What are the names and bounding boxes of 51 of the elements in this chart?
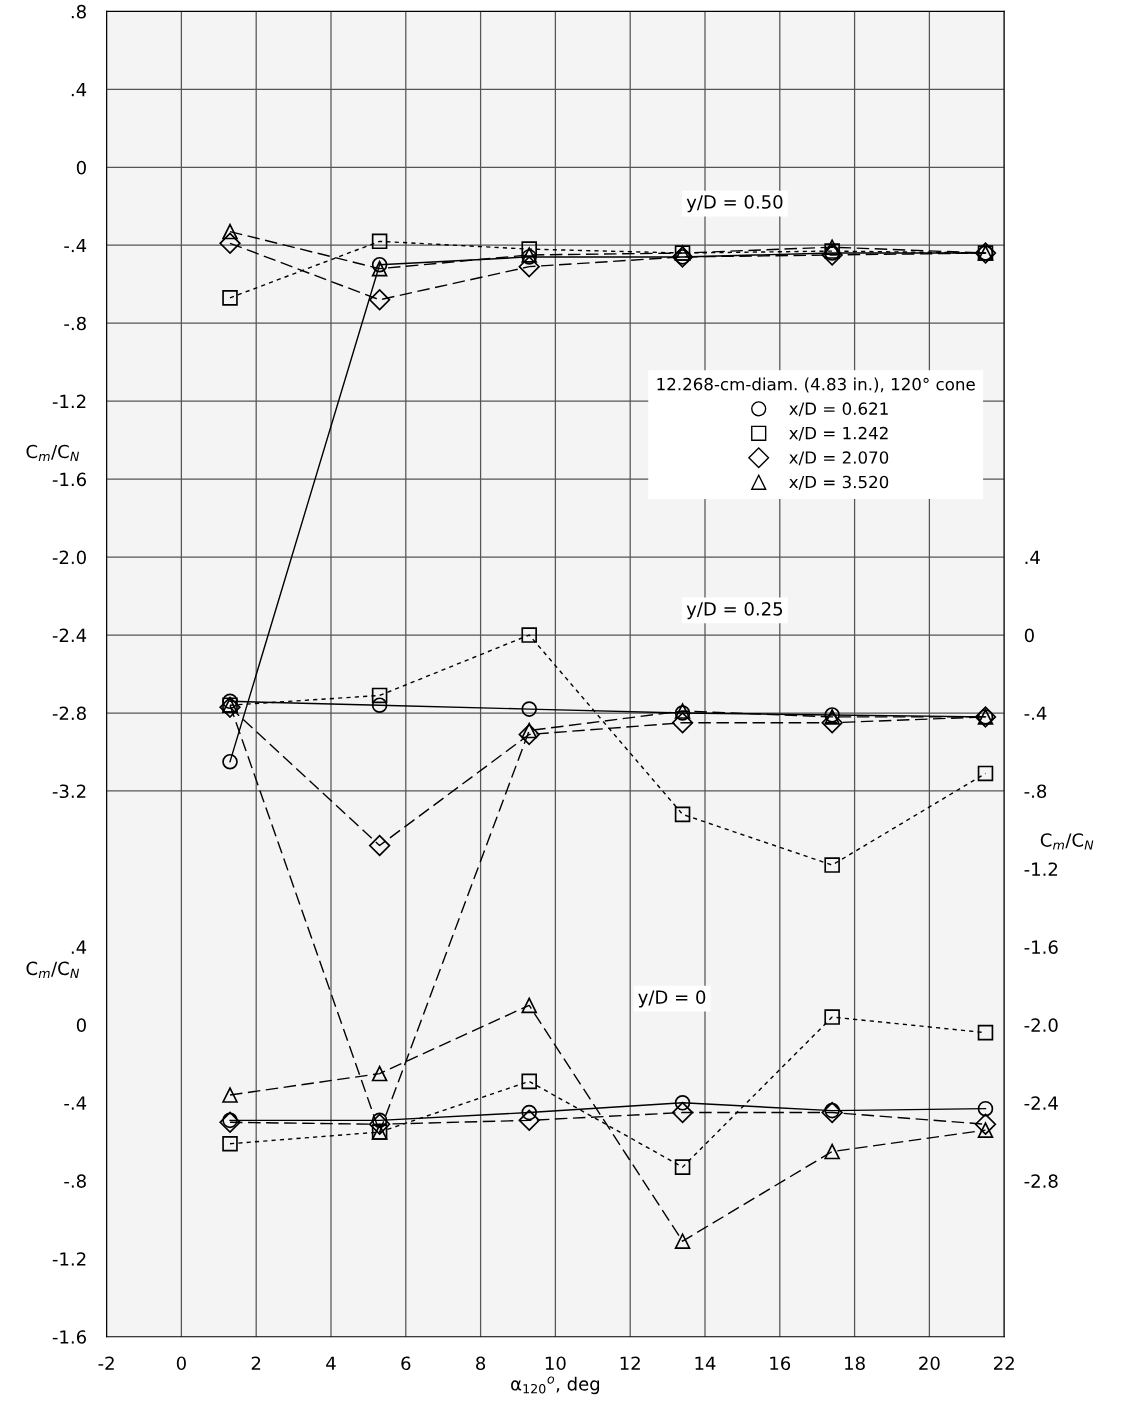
text: -.8 bbox=[1024, 784, 1047, 799]
x-tick-label: 20 bbox=[919, 1356, 940, 1371]
annotation: y/D = 0.25 bbox=[686, 601, 783, 620]
y-tick-label: -.4 bbox=[64, 1096, 87, 1110]
x-tick-label: 14 bbox=[695, 1356, 716, 1370]
x-tick-label: 4 bbox=[326, 1356, 336, 1370]
y-tick-label: -1.2 bbox=[52, 1252, 86, 1266]
text: 0 bbox=[1024, 628, 1034, 643]
y-tick-label: 0 bbox=[76, 1018, 86, 1032]
text: -2.8 bbox=[1024, 1174, 1058, 1188]
x-tick-label: 12 bbox=[620, 1356, 640, 1370]
y-tick-label: .4 bbox=[71, 83, 87, 97]
x-tick-label: 18 bbox=[845, 1356, 865, 1371]
y-tick-label: -1.6 bbox=[52, 472, 87, 487]
x-tick-label: 0 bbox=[176, 1356, 186, 1371]
x-tick-label: 6 bbox=[401, 1356, 411, 1371]
y-tick-label: -1.2 bbox=[52, 394, 86, 409]
y2-axis-title: C$_{m}$/C$_{N}$ bbox=[1040, 833, 1094, 850]
x-axis-title: α$_{120}$$^{o}$, deg bbox=[511, 1376, 600, 1395]
text: -.4 bbox=[1024, 706, 1047, 720]
y-tick-label: -.8 bbox=[64, 1174, 86, 1188]
legend-label: x/D = 0.621 bbox=[789, 402, 888, 417]
y-tick-label: .8 bbox=[71, 4, 86, 19]
x-tick-label: 2 bbox=[251, 1356, 261, 1370]
x-tick-label: 22 bbox=[994, 1356, 1014, 1370]
annotation: y/D = 0.50 bbox=[686, 195, 783, 213]
y-tick-label: -2.8 bbox=[52, 706, 86, 721]
legend-label: x/D = 1.242 bbox=[789, 426, 888, 441]
y-axis-title: C$_{m}$/C$_{N}$ bbox=[26, 444, 80, 462]
legend-title: 12.268-cm-diam. (4.83 in.), 120° cone bbox=[657, 377, 975, 393]
text: -2.4 bbox=[1024, 1096, 1058, 1110]
text: -1.6 bbox=[1024, 940, 1058, 955]
y-tick-label: -.4 bbox=[64, 238, 87, 253]
legend-label: x/D = 2.070 bbox=[789, 451, 889, 466]
y-axis-title: C$_{m}$/C$_{N}$ bbox=[26, 961, 80, 978]
text: .4 bbox=[1025, 550, 1040, 564]
y-tick-label: .4 bbox=[71, 940, 87, 954]
y-tick-label: -2.4 bbox=[52, 628, 87, 642]
x-tick-label: 10 bbox=[545, 1356, 566, 1371]
y-tick-label: -2.0 bbox=[52, 550, 86, 565]
text: -1.2 bbox=[1024, 862, 1058, 876]
y-tick-label: -1.6 bbox=[52, 1330, 87, 1344]
y-tick-label: -.8 bbox=[64, 316, 86, 331]
x-tick-label: -2 bbox=[98, 1356, 114, 1370]
y-tick-label: -3.2 bbox=[52, 784, 86, 799]
annotation: y/D = 0 bbox=[638, 990, 706, 1008]
x-tick-label: 16 bbox=[770, 1356, 791, 1371]
x-tick-label: 8 bbox=[476, 1356, 486, 1371]
text: -2.0 bbox=[1024, 1018, 1058, 1032]
y-tick-label: 0 bbox=[76, 160, 86, 175]
legend-label: x/D = 3.520 bbox=[789, 475, 889, 490]
